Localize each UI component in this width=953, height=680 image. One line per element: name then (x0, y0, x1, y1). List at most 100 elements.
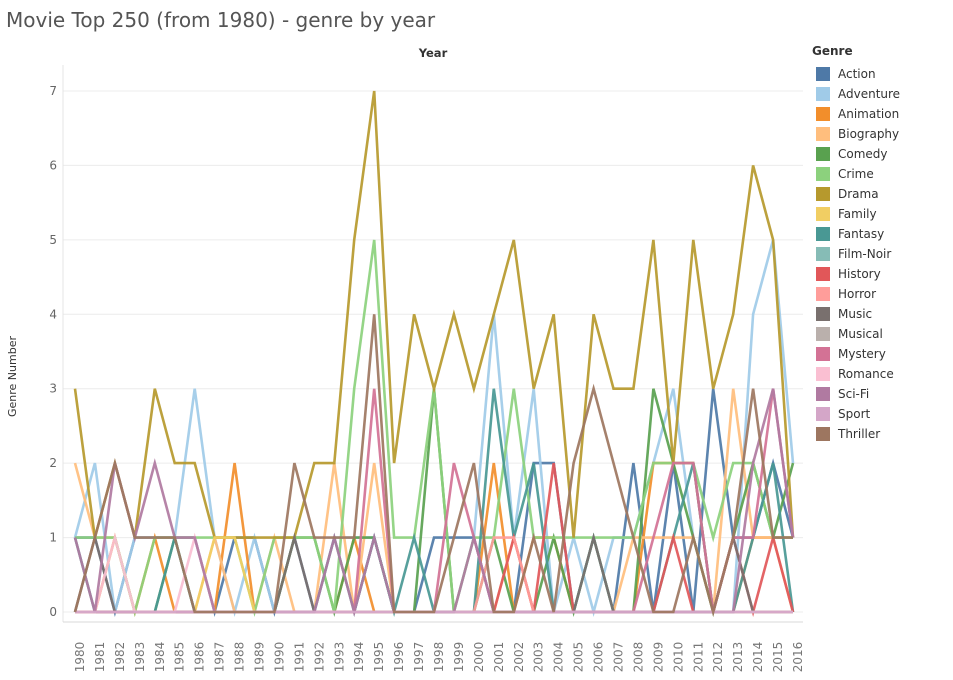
legend-swatch (816, 227, 830, 241)
x-tick-label: 1990 (272, 642, 286, 673)
x-tick-label: 1994 (352, 642, 366, 673)
legend-swatch (816, 187, 830, 201)
x-tick-label: 2014 (751, 642, 765, 673)
legend-label: Fantasy (838, 227, 885, 241)
legend-swatch (816, 367, 830, 381)
x-tick-label: 2001 (492, 642, 506, 673)
legend-item-musical[interactable]: Musical (812, 324, 948, 344)
x-tick-label: 1985 (173, 642, 187, 673)
x-tick-label: 2015 (771, 642, 785, 673)
legend-swatch (816, 87, 830, 101)
legend-label: Family (838, 207, 877, 221)
x-tick-label: 2016 (791, 642, 805, 673)
legend-label: Film-Noir (838, 247, 892, 261)
x-tick-label: 2005 (572, 642, 586, 673)
legend-label: Romance (838, 367, 894, 381)
legend-swatch (816, 127, 830, 141)
x-tick-label: 1983 (133, 642, 147, 673)
x-tick-label: 1989 (253, 642, 267, 673)
x-tick-label: 1986 (193, 642, 207, 673)
legend-swatch (816, 287, 830, 301)
x-tick-label: 1996 (392, 642, 406, 673)
legend-item-sci-fi[interactable]: Sci-Fi (812, 384, 948, 404)
legend-item-adventure[interactable]: Adventure (812, 84, 948, 104)
legend-label: Music (838, 307, 873, 321)
legend-item-drama[interactable]: Drama (812, 184, 948, 204)
y-tick-label: 3 (49, 382, 57, 396)
legend-item-crime[interactable]: Crime (812, 164, 948, 184)
legend-label: Crime (838, 167, 874, 181)
legend-item-animation[interactable]: Animation (812, 104, 948, 124)
y-tick-label: 7 (49, 84, 57, 98)
y-tick-label: 6 (49, 158, 57, 172)
legend-item-horror[interactable]: Horror (812, 284, 948, 304)
x-tick-label: 1988 (233, 642, 247, 673)
legend-label: Thriller (838, 427, 881, 441)
legend-label: Animation (838, 107, 900, 121)
legend-swatch (816, 107, 830, 121)
legend-item-fantasy[interactable]: Fantasy (812, 224, 948, 244)
y-tick-label: 1 (49, 531, 57, 545)
series-line-thriller (73, 314, 793, 618)
legend: Genre Action Adventure Animation Biography C… (812, 44, 948, 444)
legend-item-family[interactable]: Family (812, 204, 948, 224)
x-tick-label: 1984 (153, 642, 167, 673)
line-chart: 0 1 2 3 4 5 6 7 1980 1981 1982 1983 1984 1985 1986 1987… (49, 65, 805, 673)
x-tick-label: 1987 (213, 642, 227, 673)
legend-item-comedy[interactable]: Comedy (812, 144, 948, 164)
legend-label: Mystery (838, 347, 886, 361)
y-tick-label: 0 (49, 605, 57, 619)
legend-label: Adventure (838, 87, 901, 101)
legend-swatch (816, 267, 830, 281)
legend-swatch (816, 327, 830, 341)
legend-label: History (838, 267, 881, 281)
legend-label: Musical (838, 327, 883, 341)
legend-swatch (816, 307, 830, 321)
y-tick-label: 4 (49, 307, 57, 321)
legend-item-biography[interactable]: Biography (812, 124, 948, 144)
chart-title: Movie Top 250 (from 1980) - genre by yea… (6, 8, 436, 32)
legend-swatch (816, 427, 830, 441)
x-tick-label: 2012 (711, 642, 725, 673)
x-tick-label: 2007 (612, 642, 626, 673)
legend-item-sport[interactable]: Sport (812, 404, 948, 424)
x-tick-label: 1998 (432, 642, 446, 673)
x-tick-label: 1981 (93, 642, 107, 673)
legend-item-film-noir[interactable]: Film-Noir (812, 244, 948, 264)
x-column-header: Year (418, 46, 448, 60)
x-tick-label: 2004 (552, 642, 566, 673)
legend-label: Drama (838, 187, 879, 201)
plot-area (63, 65, 803, 625)
x-tick-label: 2013 (731, 642, 745, 673)
legend-item-thriller[interactable]: Thriller (812, 424, 948, 444)
legend-swatch (816, 147, 830, 161)
legend-item-history[interactable]: History (812, 264, 948, 284)
legend-swatch (816, 387, 830, 401)
x-tick-label: 1995 (372, 642, 386, 673)
legend-label: Horror (838, 287, 877, 301)
legend-item-music[interactable]: Music (812, 304, 948, 324)
x-tick-label: 1982 (113, 642, 127, 673)
legend-swatch (816, 347, 830, 361)
legend-item-romance[interactable]: Romance (812, 364, 948, 384)
legend-label: Sport (838, 407, 871, 421)
x-tick-label: 1991 (292, 642, 306, 673)
x-tick-label: 2003 (532, 642, 546, 673)
x-tick-label: 1980 (73, 642, 87, 673)
legend-item-action[interactable]: Action (812, 64, 948, 84)
y-tick-label: 2 (49, 456, 57, 470)
legend-label: Action (838, 67, 876, 81)
x-tick-label: 2002 (512, 642, 526, 673)
x-tick-label: 2009 (651, 642, 665, 673)
x-tick-label: 1993 (332, 642, 346, 673)
legend-swatch (816, 167, 830, 181)
legend-item-mystery[interactable]: Mystery (812, 344, 948, 364)
x-tick-label: 2008 (631, 642, 645, 673)
legend-swatch (816, 67, 830, 81)
legend-label: Sci-Fi (838, 387, 870, 401)
x-tick-label: 1997 (412, 642, 426, 673)
legend-swatch (816, 407, 830, 421)
legend-label: Biography (838, 127, 900, 141)
x-tick-label: 2011 (691, 642, 705, 673)
x-tick-label: 2000 (472, 642, 486, 673)
